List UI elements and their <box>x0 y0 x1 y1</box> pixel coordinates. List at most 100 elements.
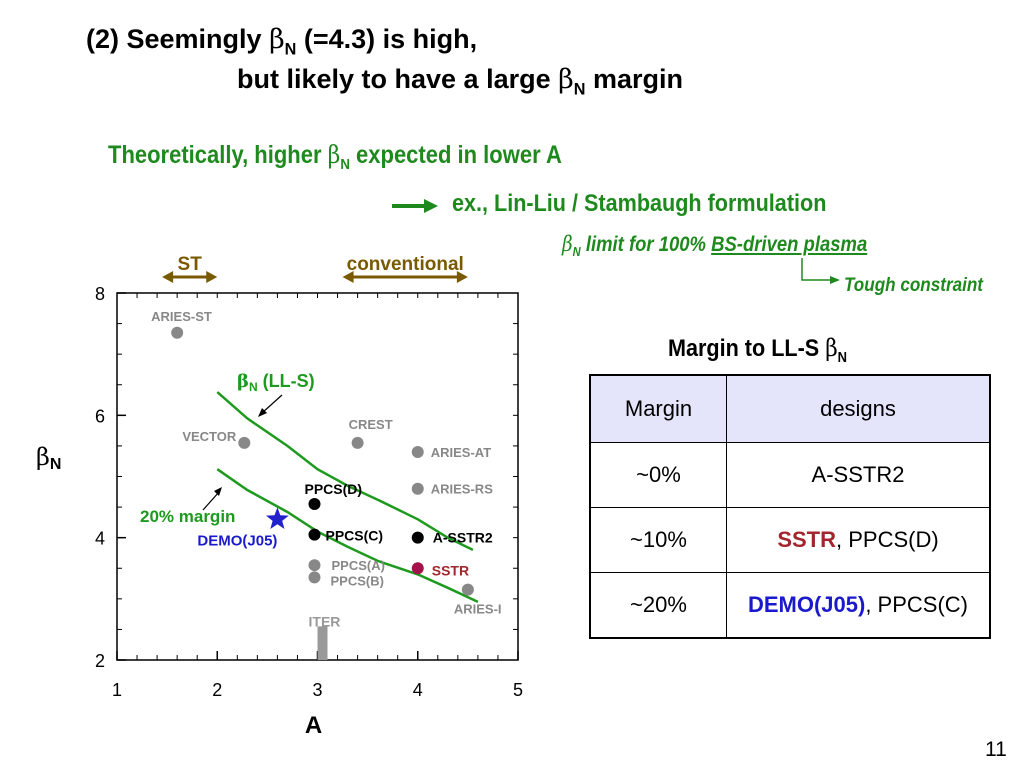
data-point-label: ARIES-AT <box>431 445 491 460</box>
x-tick-label: 2 <box>212 680 222 700</box>
tough-constraint-label: Tough constraint <box>844 275 983 297</box>
y-tick-label: 6 <box>95 406 105 426</box>
data-point-bar <box>317 626 328 660</box>
subtitle-limit: βN limit for 100% BS-driven plasma <box>562 232 867 259</box>
data-point <box>308 498 321 511</box>
region-label: conventional <box>347 254 464 275</box>
title-text: (2) Seemingly <box>86 24 270 54</box>
beta-symbol: β <box>558 64 574 95</box>
design-highlight: SSTR <box>777 527 836 552</box>
annotation-pointer <box>261 394 283 414</box>
subtitle-theory: Theoretically, higher βN expected in low… <box>108 140 562 173</box>
table-row: ~0% A-SSTR2 <box>589 442 991 508</box>
x-tick-label: 5 <box>513 680 523 700</box>
annotation-arrowhead <box>214 487 222 496</box>
margin-table: Margin designs ~0% A-SSTR2 ~10% SSTR, PP… <box>589 374 991 639</box>
data-point <box>308 571 321 584</box>
subscript-n: N <box>572 245 581 260</box>
designs-cell: A-SSTR2 <box>726 442 991 508</box>
data-point-label: ARIES-RS <box>431 482 493 497</box>
margin-cell: ~20% <box>589 572 727 639</box>
data-point <box>308 559 321 572</box>
header-margin: Margin <box>589 374 727 443</box>
data-point <box>308 528 321 541</box>
subscript-n: N <box>837 349 848 366</box>
x-tick-label: 4 <box>413 680 423 700</box>
page-number: 11 <box>985 738 1007 761</box>
subtitle-text: limit for 100% <box>580 233 712 256</box>
curve-line <box>216 468 479 604</box>
design-name: , PPCS(D) <box>836 527 939 552</box>
beta-symbol: β <box>825 334 838 362</box>
x-tick-label: 3 <box>312 680 322 700</box>
region-arrowhead <box>206 271 218 283</box>
designs-cell: DEMO(J05), PPCS(C) <box>726 572 991 639</box>
subscript-n: N <box>573 80 586 99</box>
elbow-arrow-icon <box>801 258 840 284</box>
slide-title-line-2: but likely to have a large βN margin <box>237 64 683 99</box>
data-point-label: PPCS(A) <box>331 558 384 573</box>
data-point <box>171 326 184 339</box>
data-point-label: A-SSTR2 <box>433 530 493 546</box>
data-point-label: ARIES-I <box>454 602 502 617</box>
subtitle-example: ex., Lin-Liu / Stambaugh formulation <box>452 190 826 218</box>
margin-cell: ~10% <box>589 507 727 573</box>
header-designs: designs <box>726 374 991 443</box>
table-header-row: Margin designs <box>589 374 991 443</box>
data-point <box>411 562 424 575</box>
data-point <box>461 583 474 596</box>
region-arrowhead <box>162 271 174 283</box>
data-point <box>411 446 424 459</box>
margin-cell: ~0% <box>589 442 727 508</box>
data-point <box>411 482 424 495</box>
region-label: ST <box>178 254 203 275</box>
right-arrow-icon <box>392 199 438 213</box>
region-arrowhead <box>456 271 468 283</box>
data-point-label: PPCS(D) <box>304 481 362 497</box>
table-row: ~20% DEMO(J05), PPCS(C) <box>589 572 991 639</box>
data-point <box>238 436 251 449</box>
x-tick-label: 1 <box>112 680 122 700</box>
data-point-label: SSTR <box>432 562 469 578</box>
designs-cell: SSTR, PPCS(D) <box>726 507 991 573</box>
tough-constraint-text: Tough constraint <box>844 275 984 296</box>
subscript-n: N <box>340 156 350 173</box>
title-text: margin <box>585 64 683 94</box>
data-point <box>351 436 364 449</box>
data-point <box>411 531 424 544</box>
subtitle-text: expected in lower A <box>349 141 562 169</box>
curve-line <box>216 391 474 552</box>
beta-symbol: β <box>562 232 573 256</box>
title-text: (=4.3) is high, <box>296 24 478 54</box>
table-title: Margin to LL-S βN <box>668 334 847 366</box>
table-title-text: Margin to LL-S <box>668 335 826 362</box>
design-name: A-SSTR2 <box>811 462 905 487</box>
slide-title-line-1: (2) Seemingly βN (=4.3) is high, <box>86 24 477 59</box>
annotation-arrowhead <box>258 408 267 417</box>
curve-label-lls: βN (LL-S) <box>237 371 315 394</box>
y-tick-label: 4 <box>95 529 105 549</box>
data-point-label: ARIES-ST <box>151 309 212 324</box>
y-tick-label: 2 <box>95 651 105 671</box>
data-point-label: DEMO(J05) <box>197 532 277 549</box>
beta-symbol: β <box>327 140 341 169</box>
region-arrowhead <box>342 271 354 283</box>
data-point-star <box>266 507 289 529</box>
y-axis-label: βN <box>36 443 61 473</box>
subtitle-text: ex., Lin-Liu / Stambaugh formulation <box>452 190 827 217</box>
curve-label-20-margin: 20% margin <box>140 507 235 526</box>
table-row: ~10% SSTR, PPCS(D) <box>589 507 991 573</box>
data-point-label: PPCS(B) <box>330 573 383 588</box>
subtitle-text: Theoretically, higher <box>108 141 328 169</box>
annotation-pointer <box>202 491 220 511</box>
bs-driven-plasma-text: BS-driven plasma <box>711 233 868 256</box>
y-tick-label: 8 <box>95 284 105 304</box>
data-point-label: VECTOR <box>182 429 237 444</box>
title-text: but likely to have a large <box>237 64 559 94</box>
x-axis-label: A <box>305 712 322 739</box>
subscript-n: N <box>284 40 297 59</box>
design-highlight: DEMO(J05) <box>747 592 866 617</box>
beta-symbol: β <box>269 24 285 55</box>
design-name: , PPCS(C) <box>865 592 969 617</box>
